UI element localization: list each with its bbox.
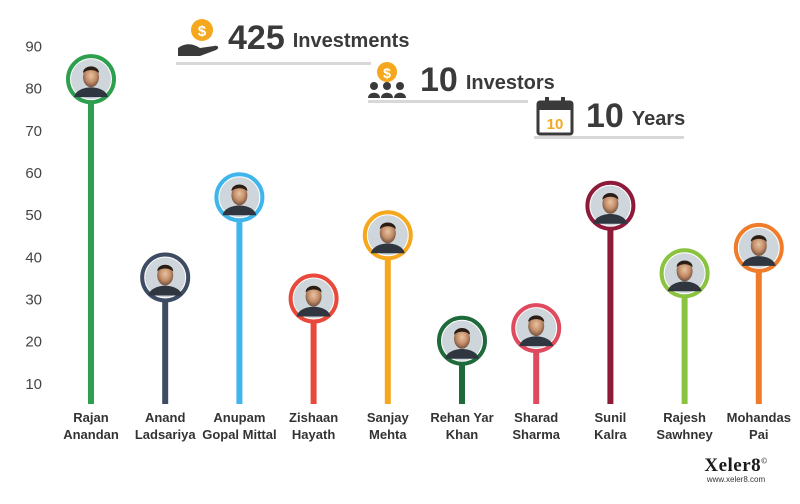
bar xyxy=(733,222,784,404)
y-tick-label: 20 xyxy=(25,334,42,351)
y-tick-label: 30 xyxy=(25,292,42,309)
years-number: 10 xyxy=(586,96,624,135)
x-tick-label: Rajesh xyxy=(663,410,706,425)
investments-underline xyxy=(176,62,371,65)
x-tick-label: Rajan xyxy=(73,410,108,425)
years-stat: 10 10 Years xyxy=(534,96,685,136)
x-tick-label: Sawhney xyxy=(656,427,713,442)
x-tick-label: Sharad xyxy=(514,410,558,425)
y-tick-label: 10 xyxy=(25,376,42,393)
calendar-icon: 10 xyxy=(536,97,574,136)
bar xyxy=(362,210,413,404)
x-tick-label: Hayath xyxy=(292,427,335,442)
bar xyxy=(214,172,265,404)
brand-logo: Xeler8© www.xeler8.com xyxy=(686,455,786,484)
bar xyxy=(511,303,562,404)
y-tick-label: 60 xyxy=(25,165,42,182)
svg-text:$: $ xyxy=(383,65,391,81)
x-tick-label: Anandan xyxy=(63,427,119,442)
x-tick-label: Rehan Yar xyxy=(430,410,493,425)
investors-stat: $ 10 Investors xyxy=(368,60,555,100)
x-tick-label: Kalra xyxy=(594,427,627,442)
bar xyxy=(140,252,191,404)
x-tick-label: Sanjay xyxy=(367,410,410,425)
avatar xyxy=(516,308,557,349)
bar xyxy=(66,54,116,404)
x-tick-label: Mehta xyxy=(369,427,407,442)
investments-stat: $ 425 Investments xyxy=(176,18,409,58)
avatar xyxy=(664,253,705,294)
x-tick-label: Ladsariya xyxy=(135,427,196,442)
x-tick-label: Pai xyxy=(749,427,769,442)
y-tick-label: 50 xyxy=(25,207,42,224)
avatar xyxy=(293,278,334,319)
svg-text:10: 10 xyxy=(547,116,564,133)
x-labels-group: Rajan Anandan Anand Ladsariya Anupam Gopal Mi… xyxy=(63,410,791,442)
y-axis: 10 20 30 40 50 60 70 80 90 xyxy=(25,38,42,392)
bar xyxy=(585,180,636,404)
bar xyxy=(659,248,710,404)
y-tick-label: 90 xyxy=(25,38,42,55)
avatar xyxy=(145,257,186,298)
investors-underline xyxy=(368,100,528,103)
y-tick-label: 80 xyxy=(25,81,42,98)
x-tick-label: Anand xyxy=(145,410,186,425)
avatar xyxy=(219,177,260,218)
bar xyxy=(288,273,339,404)
investors-number: 10 xyxy=(420,60,458,99)
avatar xyxy=(367,215,408,256)
investors-label: Investors xyxy=(465,71,555,94)
x-tick-label: Anupam xyxy=(213,410,265,425)
bars-group xyxy=(66,54,784,404)
svg-text:$: $ xyxy=(198,23,207,40)
avatar xyxy=(590,185,631,226)
x-tick-label: Zishaan xyxy=(289,410,338,425)
avatar xyxy=(71,59,111,100)
x-tick-label: Mohandas xyxy=(727,410,791,425)
x-tick-label: Sharma xyxy=(512,427,560,442)
investments-number: 425 xyxy=(228,18,285,57)
investments-label: Investments xyxy=(292,29,410,52)
brand-url: www.xeler8.com xyxy=(706,475,766,484)
x-tick-label: Gopal Mittal xyxy=(202,427,276,442)
years-underline xyxy=(534,136,684,139)
x-tick-label: Khan xyxy=(446,427,479,442)
years-label: Years xyxy=(631,107,686,130)
people-coin-icon: $ xyxy=(368,62,406,98)
y-tick-label: 70 xyxy=(25,123,42,140)
x-tick-label: Sunil xyxy=(595,410,627,425)
avatar xyxy=(738,227,779,268)
hand-coin-icon: $ xyxy=(178,19,219,56)
avatar xyxy=(442,320,482,361)
bar xyxy=(437,315,487,404)
brand-name: Xeler8© xyxy=(704,455,768,476)
y-tick-label: 40 xyxy=(25,249,42,266)
